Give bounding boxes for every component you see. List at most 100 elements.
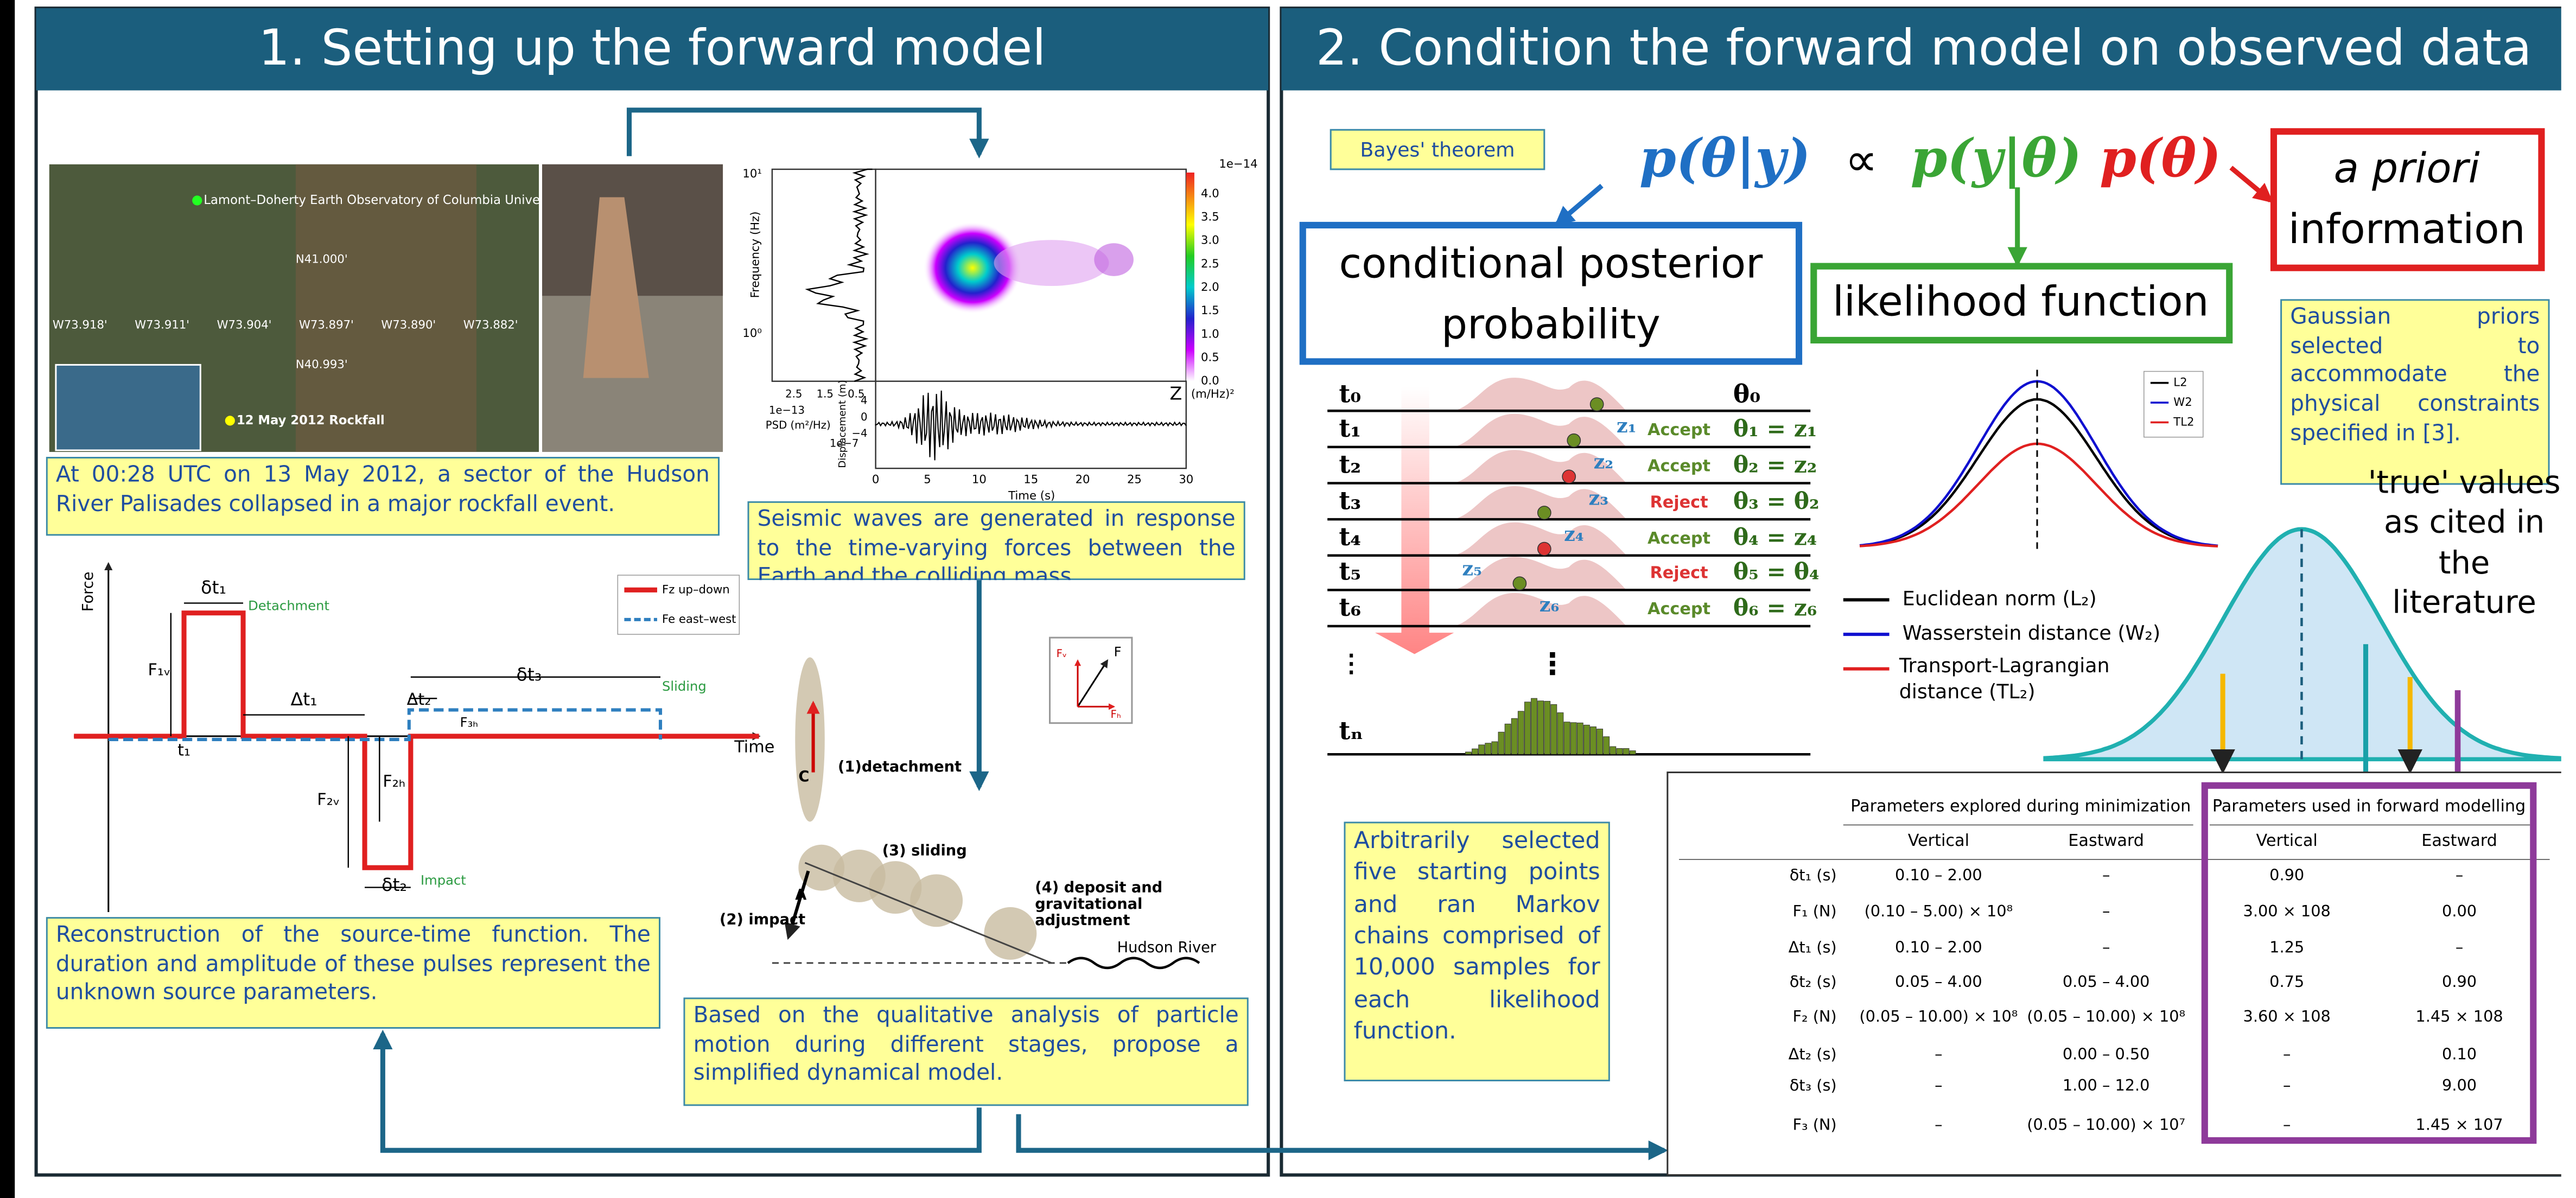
label: C — [798, 768, 809, 785]
posterior-bar — [1505, 724, 1511, 754]
chain-state — [1538, 506, 1551, 519]
legend-label: Transport-Lagrangian distance (TL₂) — [1899, 654, 2195, 705]
tick-label: 10⁰ — [742, 326, 761, 340]
edge — [2561, 0, 2576, 1198]
table-cell: 0.05 – 4.00 — [2063, 972, 2150, 991]
posterior-bar — [1604, 737, 1610, 754]
tick-label: 4.0 — [1201, 186, 1219, 200]
label: probability — [1441, 301, 1661, 348]
table-cell: 1.00 – 12.0 — [2063, 1076, 2150, 1094]
posterior-bar — [1557, 713, 1563, 755]
tick-label: 10¹ — [742, 167, 761, 180]
table-cell: δt₁ (s) — [1790, 865, 1837, 884]
posterior-bar — [1577, 723, 1583, 754]
tick-label: 15 — [1023, 472, 1038, 486]
table-cell: (0.05 – 10.00) × 10⁸ — [2027, 1007, 2185, 1025]
table-cell: F₂ (N) — [1793, 1007, 1837, 1025]
label: Hudson River — [1117, 939, 1217, 956]
time-label: ⋮ — [1339, 648, 1363, 678]
decision: Reject — [1650, 564, 1708, 583]
label: Impact — [421, 872, 466, 888]
label: δt₃ — [516, 664, 542, 685]
tick-label: 2.0 — [1201, 280, 1219, 294]
table-cell: – — [2283, 1076, 2291, 1094]
equation-term: ∝ — [1845, 132, 1878, 186]
tick-label: 25 — [1127, 472, 1142, 486]
table-cell: 1.45 × 107 — [2415, 1116, 2503, 1134]
label: F₂ₕ — [383, 772, 405, 791]
label: F₁ᵥ — [148, 660, 170, 679]
spectrogram-energy — [994, 240, 1109, 286]
table-cell: – — [1935, 1076, 1942, 1094]
caption: Based on the qualitative analysis of par… — [683, 997, 1248, 1106]
spectrogram-energy — [1094, 243, 1134, 276]
legend-label: TL2 — [2173, 415, 2194, 428]
label: Fᵥ — [1057, 647, 1067, 660]
tick-label: 0.0 — [1201, 374, 1219, 387]
theta-label: θ₁ = z₁ — [1733, 415, 1817, 442]
table-cell: – — [2102, 902, 2110, 920]
map-label: N41.000' — [296, 252, 348, 266]
table-cell: 3.00 × 108 — [2243, 902, 2331, 920]
posterior-bar — [1591, 727, 1597, 754]
table-cell: 0.10 — [2442, 1044, 2477, 1063]
label: F₂ᵥ — [317, 791, 340, 810]
map-label: Lamont–Doherty Earth Observatory of Colu… — [203, 193, 567, 207]
label: Fₕ — [1111, 708, 1121, 721]
proposal: z₄ — [1564, 522, 1584, 546]
table-cell: 1.45 × 108 — [2415, 1007, 2503, 1025]
tick-label: 1.0 — [1201, 327, 1219, 340]
table-cell: 0.10 – 2.00 — [1895, 938, 1982, 957]
equation-term: p(θ) — [2100, 127, 2221, 189]
table-cell: 1.25 — [2269, 938, 2304, 957]
poster: 1. Setting up the forward model 2. Condi… — [0, 0, 2576, 1198]
theta-label: θ₅ = θ₄ — [1733, 558, 1820, 585]
posterior-bar — [1485, 743, 1491, 755]
time-label: t₁ — [1339, 413, 1361, 443]
legend-label: Fe east–west — [662, 612, 736, 626]
posterior-bar — [1524, 702, 1530, 754]
axis-label: Frequency (Hz) — [748, 212, 762, 298]
label: Δt₂ — [407, 690, 431, 709]
chain-state — [1562, 470, 1575, 483]
equation-term: p(θ|y) — [1639, 127, 1810, 189]
block — [984, 907, 1036, 960]
label-box: 'true' values as cited in the literature — [2365, 463, 2562, 677]
caption: At 00:28 UTC on 13 May 2012, a sector of… — [46, 457, 720, 536]
component-label: Z — [1170, 383, 1182, 404]
page: 1. Setting up the forward model 2. Condi… — [0, 0, 2576, 1198]
tick-label: 10 — [972, 472, 987, 486]
chain-state — [1513, 577, 1526, 590]
tick-label: 0 — [861, 411, 868, 423]
panel-title: 1. Setting up the forward model — [258, 20, 1046, 77]
decision: Accept — [1648, 529, 1710, 548]
table-cell: 0.90 — [2442, 972, 2477, 991]
proposal: z₆ — [1540, 593, 1560, 616]
posterior-bar — [1518, 711, 1524, 754]
posterior-bar — [1617, 748, 1623, 754]
map-label: W73.897' — [299, 318, 354, 332]
axis-label: PSD (m²/Hz) — [766, 419, 831, 431]
posterior-bar — [1610, 747, 1616, 754]
posterior-bar — [1583, 725, 1589, 754]
table-cell: 3.60 × 108 — [2243, 1007, 2331, 1025]
posterior-bar — [1492, 742, 1498, 754]
table-cell: Δt₂ (s) — [1789, 1044, 1837, 1063]
tick-label: 0 — [872, 472, 879, 486]
table-cell: (0.05 – 10.00) × 10⁸ — [1859, 1007, 2018, 1025]
label: Bayes' theorem — [1360, 138, 1515, 162]
time-label: t₃ — [1339, 486, 1361, 515]
map-inset — [56, 365, 200, 450]
posterior-bar — [1544, 701, 1550, 754]
map-label: N40.993' — [296, 357, 348, 371]
chain-state — [1591, 398, 1604, 411]
map-label: W73.904' — [217, 318, 272, 332]
caption: Seismic waves are generated in response … — [747, 501, 1245, 580]
label: (1)detachment — [838, 759, 962, 775]
table-cell: δt₃ (s) — [1790, 1076, 1837, 1094]
table-cell: Δt₁ (s) — [1789, 938, 1837, 957]
table-cell: 0.00 – 0.50 — [2063, 1044, 2150, 1063]
label: (3) sliding — [882, 842, 967, 859]
tick-label: 0.5 — [1201, 351, 1219, 364]
posterior-bar — [1597, 729, 1603, 755]
